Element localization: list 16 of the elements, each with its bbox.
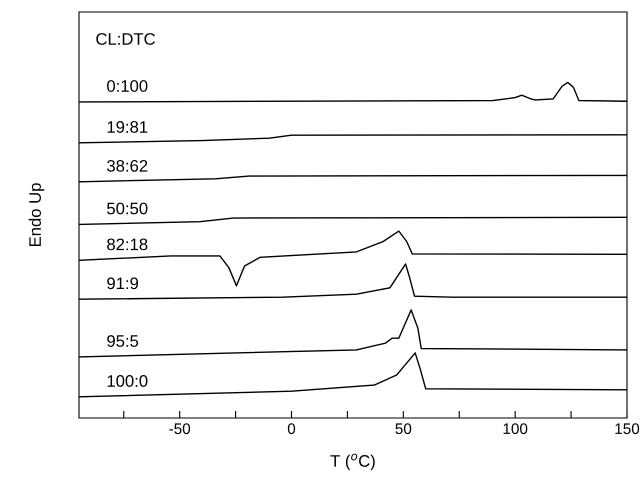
series-label: 38:62 <box>107 160 148 172</box>
series-label: 95:5 <box>107 335 138 347</box>
y-axis-title: Endo Up <box>28 183 44 246</box>
x-tick-label: 150 <box>615 423 640 434</box>
series-label: 82:18 <box>107 238 148 250</box>
series-label: 91:9 <box>107 277 138 290</box>
series-label: 100:0 <box>108 375 148 387</box>
series-label: 0:100 <box>107 80 148 92</box>
text: CL:DTC <box>96 33 155 45</box>
x-tick-label: -50 <box>169 423 190 434</box>
series-label: 50:50 <box>107 202 148 214</box>
x-tick-label: 100 <box>504 423 528 434</box>
x-tick-label: 0 <box>288 423 296 434</box>
x-tick-label: 50 <box>395 423 412 434</box>
series-label: 19:81 <box>108 121 148 133</box>
x-axis-title: T ($^{o}$C) <box>330 454 375 470</box>
